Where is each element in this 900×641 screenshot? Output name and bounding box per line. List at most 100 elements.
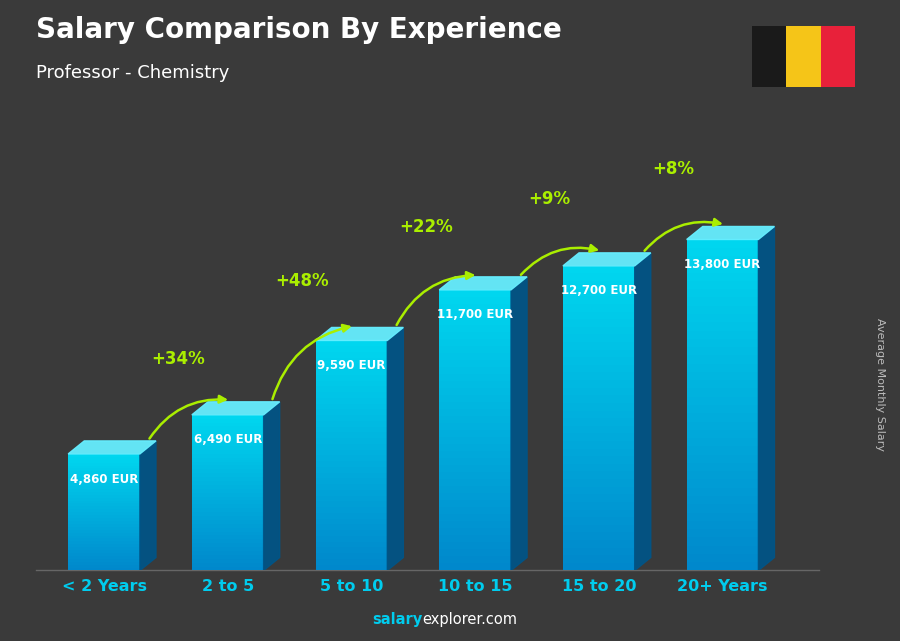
- Bar: [316, 524, 387, 530]
- Bar: [439, 325, 511, 332]
- Bar: [439, 507, 511, 514]
- Bar: [192, 434, 264, 438]
- Bar: [192, 524, 264, 528]
- Bar: [68, 483, 140, 486]
- Bar: [68, 454, 140, 457]
- Polygon shape: [687, 226, 775, 240]
- Bar: [68, 463, 140, 465]
- Bar: [786, 26, 821, 87]
- Bar: [316, 559, 387, 565]
- Bar: [687, 488, 759, 496]
- Text: Professor - Chemistry: Professor - Chemistry: [36, 64, 230, 82]
- Bar: [192, 477, 264, 481]
- Bar: [439, 360, 511, 367]
- Bar: [68, 538, 140, 542]
- Bar: [562, 296, 634, 304]
- Bar: [687, 322, 759, 331]
- Bar: [316, 358, 387, 363]
- Bar: [439, 465, 511, 472]
- Bar: [316, 542, 387, 547]
- Bar: [68, 510, 140, 512]
- Bar: [439, 381, 511, 388]
- Bar: [439, 346, 511, 353]
- Bar: [68, 497, 140, 501]
- Bar: [562, 426, 634, 433]
- Bar: [562, 357, 634, 365]
- Bar: [439, 458, 511, 465]
- Bar: [687, 537, 759, 545]
- Bar: [316, 404, 387, 410]
- Bar: [316, 375, 387, 381]
- Bar: [439, 430, 511, 437]
- Bar: [68, 512, 140, 515]
- Bar: [687, 289, 759, 297]
- Bar: [562, 403, 634, 411]
- Bar: [316, 415, 387, 421]
- Text: Average Monthly Salary: Average Monthly Salary: [875, 318, 886, 451]
- Bar: [316, 530, 387, 536]
- Bar: [192, 512, 264, 516]
- Bar: [687, 272, 759, 281]
- Bar: [562, 525, 634, 533]
- Bar: [687, 331, 759, 339]
- Bar: [562, 487, 634, 494]
- Bar: [687, 422, 759, 430]
- Bar: [316, 478, 387, 484]
- Bar: [562, 304, 634, 312]
- Bar: [562, 449, 634, 456]
- Bar: [316, 450, 387, 456]
- Bar: [687, 339, 759, 347]
- Polygon shape: [759, 226, 775, 570]
- Bar: [68, 518, 140, 521]
- Bar: [192, 419, 264, 422]
- Bar: [439, 528, 511, 535]
- Bar: [439, 409, 511, 416]
- Bar: [192, 415, 264, 419]
- Bar: [68, 465, 140, 469]
- Bar: [68, 486, 140, 489]
- Bar: [68, 556, 140, 559]
- Polygon shape: [634, 253, 651, 570]
- Bar: [687, 347, 759, 355]
- Bar: [192, 520, 264, 524]
- Bar: [192, 438, 264, 442]
- Bar: [562, 388, 634, 395]
- Polygon shape: [68, 441, 156, 454]
- Text: explorer.com: explorer.com: [422, 612, 518, 627]
- Bar: [192, 567, 264, 570]
- Bar: [68, 503, 140, 506]
- Bar: [439, 332, 511, 339]
- Bar: [687, 438, 759, 446]
- Bar: [192, 454, 264, 458]
- Bar: [687, 314, 759, 322]
- Bar: [316, 340, 387, 346]
- Bar: [316, 363, 387, 369]
- Text: 4,860 EUR: 4,860 EUR: [70, 472, 139, 485]
- Bar: [439, 437, 511, 444]
- Bar: [316, 438, 387, 444]
- Bar: [562, 288, 634, 296]
- Bar: [192, 422, 264, 426]
- Bar: [562, 502, 634, 510]
- Bar: [439, 388, 511, 395]
- Bar: [192, 547, 264, 551]
- Bar: [439, 514, 511, 521]
- Bar: [439, 556, 511, 563]
- Bar: [68, 562, 140, 565]
- Bar: [316, 444, 387, 450]
- Bar: [192, 488, 264, 493]
- Bar: [687, 504, 759, 513]
- Bar: [687, 380, 759, 388]
- Bar: [68, 567, 140, 570]
- Polygon shape: [562, 253, 651, 266]
- Bar: [687, 545, 759, 554]
- Bar: [68, 471, 140, 474]
- Bar: [687, 529, 759, 537]
- Bar: [316, 565, 387, 570]
- Bar: [316, 547, 387, 553]
- Bar: [687, 496, 759, 504]
- Bar: [687, 479, 759, 488]
- Bar: [439, 563, 511, 570]
- Bar: [562, 464, 634, 472]
- Bar: [68, 559, 140, 562]
